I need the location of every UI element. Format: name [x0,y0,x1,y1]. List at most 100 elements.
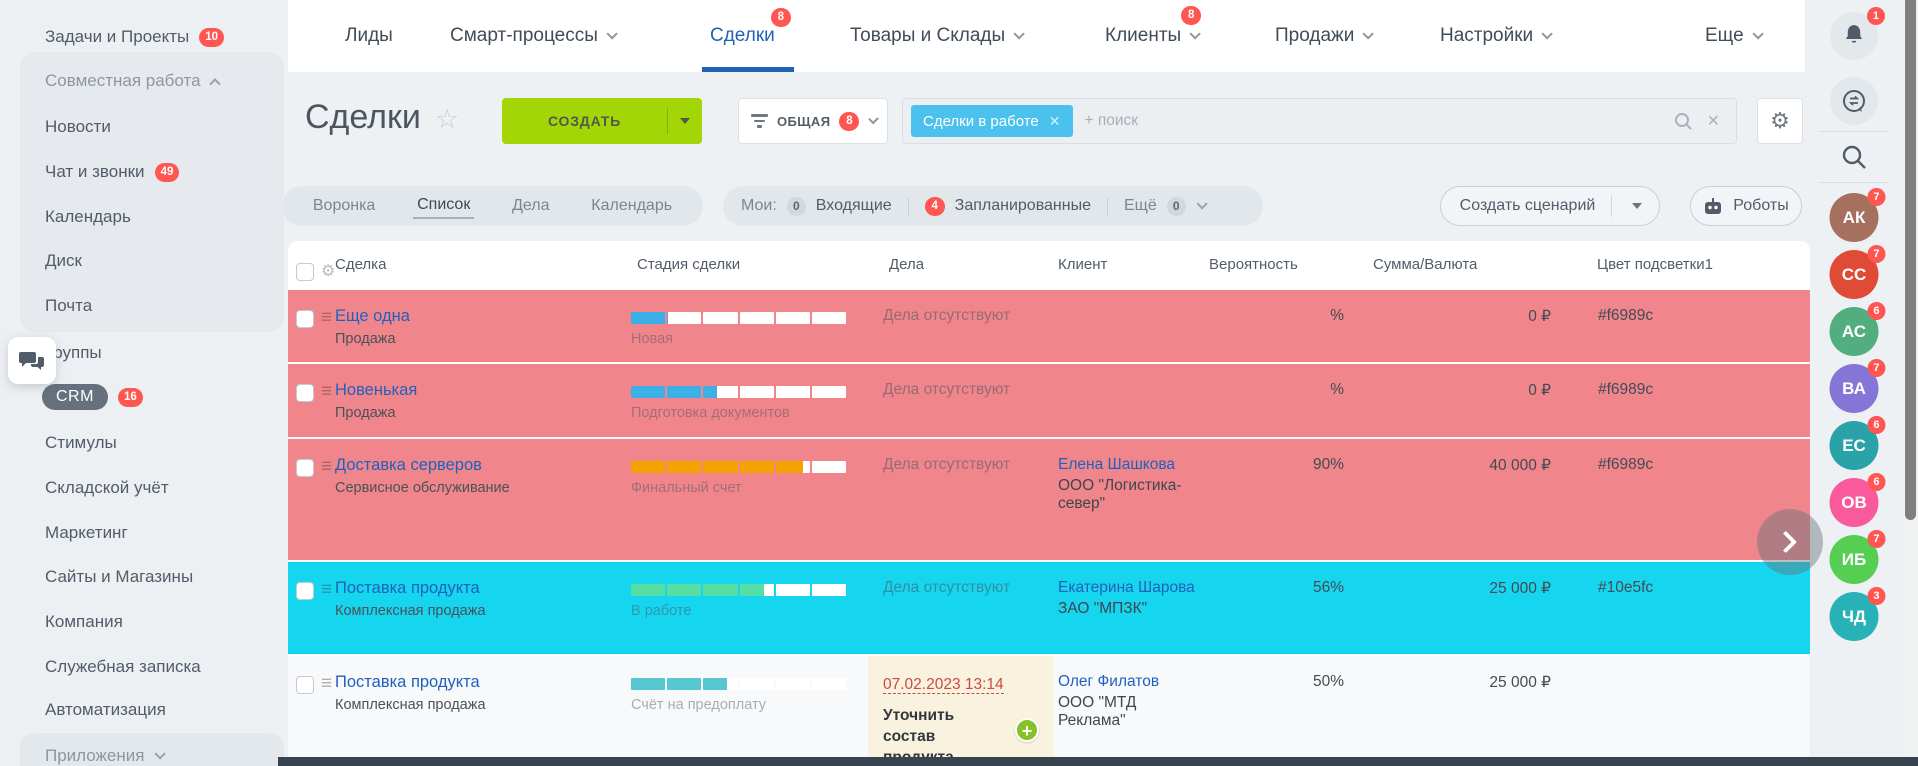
sidebar-item-company[interactable]: Компания [45,608,123,636]
scrollbar-thumb[interactable] [1905,0,1916,520]
history-button[interactable] [1830,77,1878,125]
avatar[interactable]: ОВ 6 [1829,473,1886,527]
nav-settings[interactable]: Настройки [1440,0,1553,72]
table-row[interactable]: ≡ Еще одна Продажа Новая Дела отсутствуют… [288,288,1810,362]
nav-products[interactable]: Товары и Склады [850,0,1025,72]
select-all-checkbox[interactable] [296,262,314,281]
column-header-probability[interactable]: Вероятность [1209,256,1298,273]
clear-search-icon[interactable]: ✕ [1706,113,1720,130]
column-header-highlight-color[interactable]: Цвет подсветки1 [1597,256,1713,273]
table-row[interactable]: ≡ Поставка продукта Комплексная продажа В… [288,560,1810,654]
stage-progress-bar[interactable] [631,461,847,473]
favorite-star-icon[interactable]: ☆ [435,104,460,134]
nav-clients[interactable]: Клиенты 8 [1105,0,1202,72]
sidebar-item-incentives[interactable]: Стимулы [45,429,117,457]
create-button[interactable]: СОЗДАТЬ [502,98,702,144]
sidebar-item-inventory[interactable]: Складской учёт [45,474,169,502]
row-checkbox[interactable] [296,384,314,402]
robots-button[interactable]: Роботы [1690,186,1802,226]
client-link[interactable]: Екатерина Шарова [1058,579,1195,596]
sidebar-item-chat[interactable]: Чат и звонки 49 [45,158,180,186]
column-header-activities[interactable]: Дела [889,256,925,273]
table-row[interactable]: ≡ Доставка серверов Сервисное обслуживани… [288,437,1810,560]
column-header-deal[interactable]: Сделка [335,256,387,273]
filter-preset-button[interactable]: ОБЩАЯ 8 [738,98,888,144]
deal-link[interactable]: Новенькая [335,381,418,399]
avatar[interactable]: ЧД 3 [1829,587,1886,641]
page-scrollbar[interactable] [1903,0,1918,766]
avatar[interactable]: ЕС 6 [1829,416,1886,470]
column-header-sum[interactable]: Сумма/Валюта [1373,256,1478,273]
sidebar-item-tasks[interactable]: Задачи и Проекты 10 [45,23,225,51]
drag-handle-icon[interactable]: ≡ [321,579,333,600]
nav-smart-processes[interactable]: Смарт-процессы [450,0,618,72]
activity-deadline-link[interactable]: 07.02.2023 13:14 [883,676,1004,694]
sidebar-item-mail[interactable]: Почта [45,292,92,320]
sidebar-item-crm[interactable]: CRM 16 [42,383,143,411]
avatar[interactable]: ВА 7 [1829,359,1886,413]
deal-link[interactable]: Поставка продукта [335,673,480,691]
nav-more[interactable]: Еще [1705,0,1764,72]
deal-link[interactable]: Еще одна [335,307,410,325]
rail-search-button[interactable] [1840,143,1868,171]
avatar[interactable]: СС 7 [1829,245,1886,299]
add-activity-icon[interactable]: + [1015,718,1039,742]
table-row[interactable]: ≡ Поставка продукта Комплексная продажа С… [288,654,1810,766]
tab-calendar[interactable]: Календарь [591,197,673,214]
sidebar-item-collab[interactable]: Совместная работа [45,67,221,95]
inbox-counter-label[interactable]: Входящие [815,197,892,214]
deal-link[interactable]: Доставка серверов [335,456,482,474]
stage-progress-bar[interactable] [631,584,847,596]
stage-progress-bar[interactable] [631,386,847,398]
notifications-button[interactable]: 1 [1830,7,1885,60]
scroll-right-button[interactable] [1757,509,1823,575]
more-counters-label[interactable]: Ещё [1123,197,1157,214]
search-filter-tag[interactable]: Сделки в работе ✕ [911,105,1073,137]
drag-handle-icon[interactable]: ≡ [321,307,333,328]
sidebar-item-groups[interactable]: Группы [45,339,102,367]
create-dropdown-arrow[interactable] [668,118,702,124]
row-checkbox[interactable] [296,676,314,694]
column-header-stage[interactable]: Стадия сделки [637,256,741,273]
tab-activities[interactable]: Дела [512,197,550,214]
drag-handle-icon[interactable]: ≡ [321,381,333,402]
stage-progress-bar[interactable] [631,312,847,324]
client-link[interactable]: Олег Филатов [1058,673,1160,690]
row-checkbox[interactable] [296,310,314,328]
deal-link[interactable]: Поставка продукта [335,579,480,597]
my-counter-label[interactable]: Мои: [741,197,777,214]
search-icon[interactable] [1674,112,1693,131]
sidebar-item-calendar[interactable]: Календарь [45,203,131,231]
grid-settings-button[interactable]: ⚙ [1757,98,1803,144]
nav-deals[interactable]: Сделки 8 [710,0,791,72]
avatar[interactable]: АК 7 [1829,188,1886,242]
avatar[interactable]: ИБ 7 [1829,530,1886,584]
drag-handle-icon[interactable]: ≡ [321,673,333,694]
stage-progress-bar[interactable] [631,678,847,690]
tab-funnel[interactable]: Воронка [312,197,376,214]
planned-counter-label[interactable]: Запланированные [954,197,1091,214]
remove-tag-icon[interactable]: ✕ [1048,112,1061,129]
sidebar-item-apps[interactable]: Приложения [45,742,167,766]
row-checkbox[interactable] [296,459,314,477]
create-scenario-button[interactable]: Создать сценарий [1440,186,1660,226]
sidebar-item-automation[interactable]: Автоматизация [45,696,166,724]
row-checkbox[interactable] [296,582,314,600]
column-header-client[interactable]: Клиент [1058,255,1108,273]
avatar[interactable]: АС 6 [1829,302,1886,356]
sidebar-item-marketing[interactable]: Маркетинг [45,519,128,547]
search-input[interactable]: Сделки в работе ✕ + поиск ✕ [902,98,1737,144]
client-link[interactable]: Елена Шашкова [1058,456,1176,473]
gear-icon[interactable]: ⚙ [321,262,336,280]
table-row[interactable]: ≡ Новенькая Продажа Подготовка документов… [288,362,1810,437]
drag-handle-icon[interactable]: ≡ [321,456,333,477]
sidebar-item-disk[interactable]: Диск [45,247,82,275]
sidebar-item-memo[interactable]: Служебная записка [45,653,201,681]
tab-list[interactable]: Список [413,194,475,219]
nav-sales[interactable]: Продажи [1275,0,1375,72]
sidebar-item-news[interactable]: Новости [45,113,111,141]
chat-widget-button[interactable] [8,337,56,384]
sidebar-item-sites[interactable]: Сайты и Магазины [45,563,193,591]
chevron-down-icon [1013,28,1025,40]
nav-leads[interactable]: Лиды [345,0,393,72]
